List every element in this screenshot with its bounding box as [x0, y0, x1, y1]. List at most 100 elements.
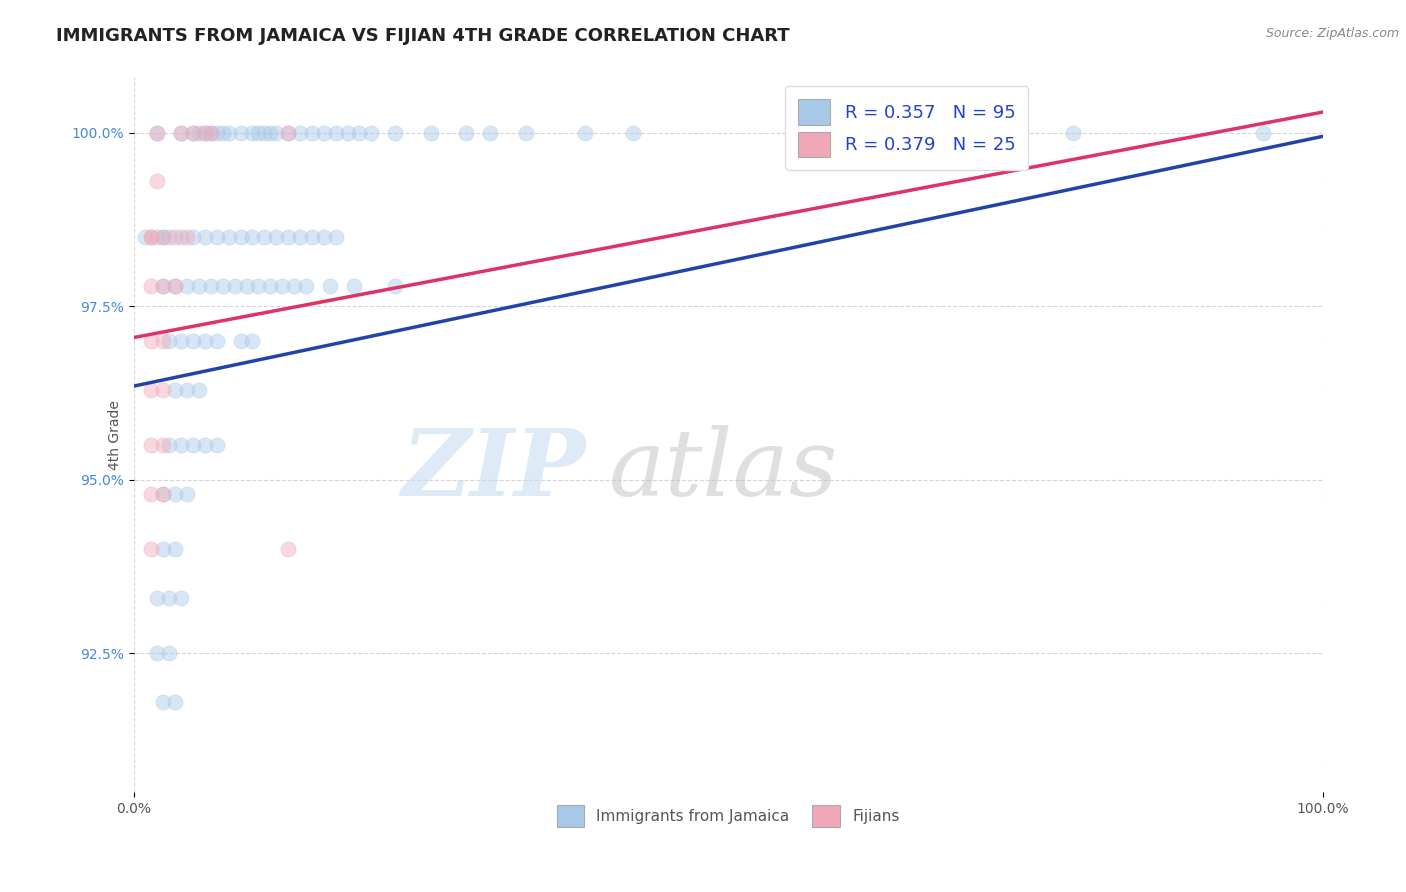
Point [621, 126, 644, 140]
Point [181, 126, 204, 140]
Point [165, 230, 187, 244]
Point [194, 334, 217, 348]
Point [181, 438, 204, 452]
Point [170, 591, 193, 605]
Point [188, 383, 211, 397]
Point [325, 230, 347, 244]
Point [301, 126, 323, 140]
Point [152, 278, 174, 293]
Legend: Immigrants from Jamaica, Fijians: Immigrants from Jamaica, Fijians [548, 797, 907, 834]
Point [205, 126, 228, 140]
Point [319, 278, 342, 293]
Point [170, 126, 193, 140]
Point [419, 126, 441, 140]
Point [146, 174, 169, 188]
Point [259, 278, 281, 293]
Point [515, 126, 537, 140]
Point [194, 438, 217, 452]
Point [152, 486, 174, 500]
Point [152, 230, 174, 244]
Point [200, 278, 222, 293]
Point [211, 278, 233, 293]
Point [181, 230, 204, 244]
Point [176, 486, 198, 500]
Point [277, 230, 299, 244]
Point [194, 230, 217, 244]
Point [301, 230, 323, 244]
Point [188, 126, 211, 140]
Point [152, 230, 174, 244]
Point [146, 591, 169, 605]
Point [1062, 126, 1084, 140]
Point [218, 126, 240, 140]
Point [360, 126, 382, 140]
Point [312, 126, 335, 140]
Point [146, 126, 169, 140]
Point [242, 230, 264, 244]
Point [141, 383, 163, 397]
Point [152, 695, 174, 709]
Point [181, 126, 204, 140]
Point [165, 486, 187, 500]
Point [295, 278, 318, 293]
Point [170, 230, 193, 244]
Point [229, 126, 252, 140]
Point [342, 278, 364, 293]
Point [242, 126, 264, 140]
Point [479, 126, 502, 140]
Point [259, 126, 281, 140]
Point [194, 126, 217, 140]
Point [288, 126, 311, 140]
Point [141, 230, 163, 244]
Point [176, 383, 198, 397]
Point [574, 126, 596, 140]
Point [141, 542, 163, 557]
Point [176, 278, 198, 293]
Point [152, 334, 174, 348]
Point [165, 383, 187, 397]
Point [271, 278, 294, 293]
Point [349, 126, 371, 140]
Point [264, 126, 287, 140]
Point [277, 542, 299, 557]
Point [283, 278, 305, 293]
Point [146, 646, 169, 660]
Point [200, 126, 222, 140]
Point [253, 230, 276, 244]
Point [211, 126, 233, 140]
Point [157, 438, 180, 452]
Point [152, 438, 174, 452]
Point [247, 278, 270, 293]
Y-axis label: 4th Grade: 4th Grade [108, 400, 122, 469]
Point [288, 230, 311, 244]
Point [141, 334, 163, 348]
Point [170, 126, 193, 140]
Point [165, 278, 187, 293]
Point [188, 278, 211, 293]
Point [218, 230, 240, 244]
Point [146, 126, 169, 140]
Point [277, 126, 299, 140]
Point [205, 438, 228, 452]
Point [336, 126, 359, 140]
Point [152, 383, 174, 397]
Point [384, 126, 406, 140]
Point [247, 126, 270, 140]
Point [141, 278, 163, 293]
Point [229, 230, 252, 244]
Point [152, 278, 174, 293]
Point [205, 230, 228, 244]
Point [157, 646, 180, 660]
Point [157, 230, 180, 244]
Point [141, 438, 163, 452]
Point [152, 486, 174, 500]
Point [157, 334, 180, 348]
Point [157, 591, 180, 605]
Point [456, 126, 478, 140]
Point [325, 126, 347, 140]
Point [165, 695, 187, 709]
Point [1251, 126, 1274, 140]
Point [205, 334, 228, 348]
Point [242, 334, 264, 348]
Point [146, 230, 169, 244]
